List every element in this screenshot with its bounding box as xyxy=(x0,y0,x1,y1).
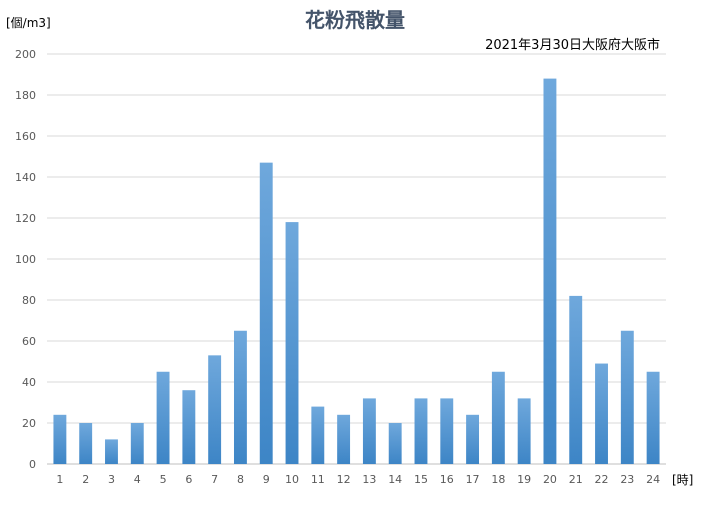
bar-hour-16 xyxy=(440,398,454,464)
x-axis-ticks: 1 2 3 4 5 6 7 8 9 10 11 12 13 14 15 16 17 18 19 20 21 22 23 24 xyxy=(56,473,660,486)
x-tick-label: 20 xyxy=(543,473,557,486)
y-tick-label: 180 xyxy=(15,89,36,102)
x-tick-label: 4 xyxy=(134,473,141,486)
x-tick-label: 17 xyxy=(466,473,480,486)
bar-hour-5 xyxy=(156,371,170,464)
x-tick-label: 24 xyxy=(646,473,660,486)
y-tick-label: 20 xyxy=(22,417,36,430)
y-tick-label: 80 xyxy=(22,294,36,307)
bar-hour-7 xyxy=(208,355,222,464)
bar-hour-11 xyxy=(311,406,325,464)
bar-hour-19 xyxy=(517,398,531,464)
x-tick-label: 14 xyxy=(388,473,402,486)
bar-hour-20 xyxy=(543,78,557,464)
chart-subtitle: 2021年3月30日大阪府大阪市 xyxy=(485,38,660,53)
x-tick-label: 11 xyxy=(311,473,325,486)
x-tick-label: 5 xyxy=(160,473,167,486)
y-tick-label: 160 xyxy=(15,130,36,143)
x-axis-unit-label: [時] xyxy=(672,473,694,487)
bar-hour-15 xyxy=(414,398,428,464)
bar-hour-8 xyxy=(233,330,247,464)
bar-hour-9 xyxy=(259,162,273,464)
bar-hour-24 xyxy=(646,371,660,464)
y-axis-ticks: 0 20 40 60 80 100 120 140 160 180 200 xyxy=(15,48,36,471)
y-tick-label: 100 xyxy=(15,253,36,266)
bar-hour-4 xyxy=(130,423,144,464)
bar-hour-21 xyxy=(569,295,583,464)
bar-hour-12 xyxy=(337,414,351,464)
x-tick-label: 22 xyxy=(595,473,609,486)
bar-hour-22 xyxy=(595,363,608,464)
y-axis-unit-label: [個/m3] xyxy=(6,16,51,30)
x-tick-label: 16 xyxy=(440,473,454,486)
x-tick-label: 21 xyxy=(569,473,583,486)
x-tick-label: 1 xyxy=(56,473,63,486)
bar-hour-14 xyxy=(388,423,402,464)
x-tick-label: 12 xyxy=(337,473,351,486)
bar-hour-13 xyxy=(362,398,376,464)
bar-hour-23 xyxy=(620,330,634,464)
bar-hour-6 xyxy=(182,390,196,464)
y-tick-label: 0 xyxy=(29,458,36,471)
gridlines xyxy=(47,53,666,465)
y-tick-label: 120 xyxy=(15,212,36,225)
x-tick-label: 10 xyxy=(285,473,299,486)
bar-hour-10 xyxy=(285,222,299,464)
x-tick-label: 2 xyxy=(82,473,89,486)
x-tick-label: 18 xyxy=(491,473,505,486)
x-tick-label: 8 xyxy=(237,473,244,486)
x-tick-label: 19 xyxy=(517,473,531,486)
bar-hour-18 xyxy=(491,371,505,464)
y-tick-label: 40 xyxy=(22,376,36,389)
chart-title: 花粉飛散量 xyxy=(305,8,405,32)
bar-hour-1 xyxy=(53,414,67,464)
x-tick-label: 7 xyxy=(211,473,218,486)
y-tick-label: 60 xyxy=(22,335,36,348)
y-tick-label: 200 xyxy=(15,48,36,61)
x-tick-label: 3 xyxy=(108,473,115,486)
x-tick-label: 15 xyxy=(414,473,428,486)
bar-hour-17 xyxy=(466,414,480,464)
bar-hour-2 xyxy=(79,423,93,464)
bar-hour-3 xyxy=(105,439,118,464)
x-tick-label: 13 xyxy=(362,473,376,486)
x-tick-label: 23 xyxy=(620,473,634,486)
y-tick-label: 140 xyxy=(15,171,36,184)
x-tick-label: 6 xyxy=(185,473,192,486)
x-tick-label: 9 xyxy=(263,473,270,486)
bars xyxy=(53,78,660,464)
